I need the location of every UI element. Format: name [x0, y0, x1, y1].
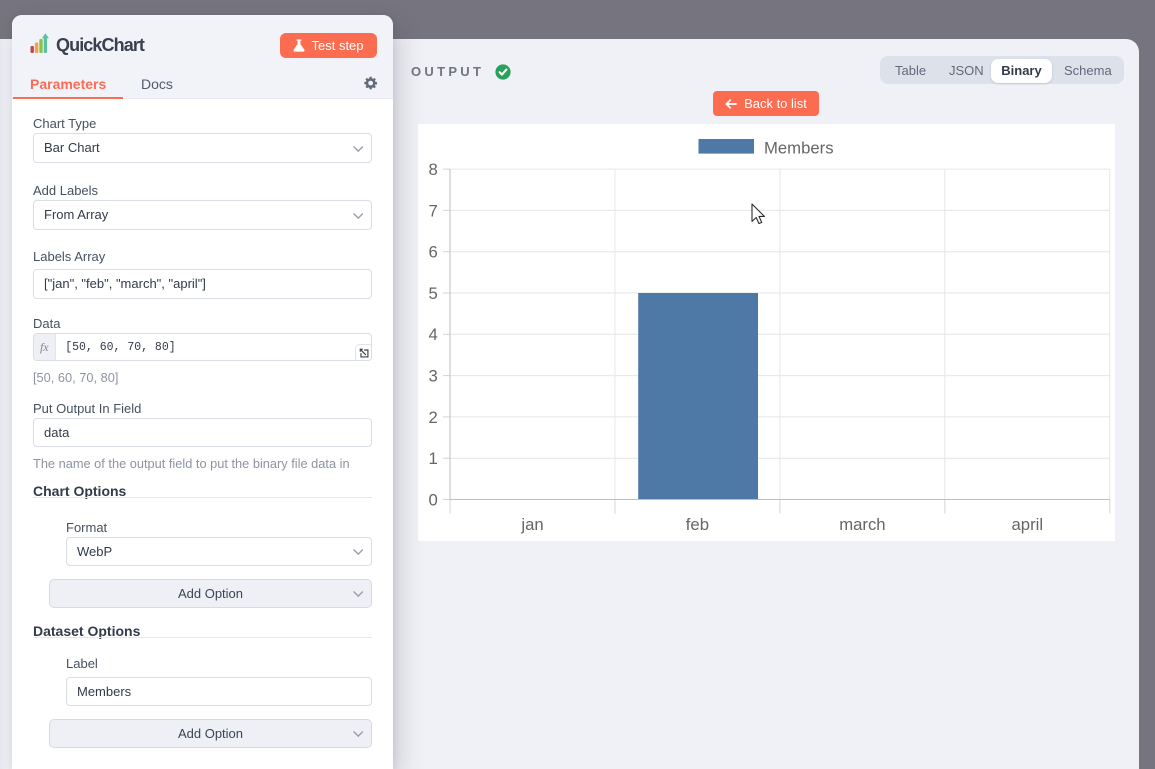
svg-text:4: 4	[428, 325, 437, 344]
svg-text:3: 3	[428, 366, 437, 385]
svg-text:1: 1	[428, 449, 437, 468]
svg-text:april: april	[1011, 515, 1043, 534]
svg-text:8: 8	[428, 160, 437, 179]
svg-text:6: 6	[428, 242, 437, 261]
svg-text:7: 7	[428, 201, 437, 220]
svg-text:2: 2	[428, 407, 437, 426]
svg-text:0: 0	[428, 490, 437, 509]
svg-text:Members: Members	[764, 138, 834, 157]
svg-text:feb: feb	[685, 515, 708, 534]
svg-text:5: 5	[428, 283, 437, 302]
svg-text:jan: jan	[520, 515, 543, 534]
svg-text:march: march	[839, 515, 885, 534]
